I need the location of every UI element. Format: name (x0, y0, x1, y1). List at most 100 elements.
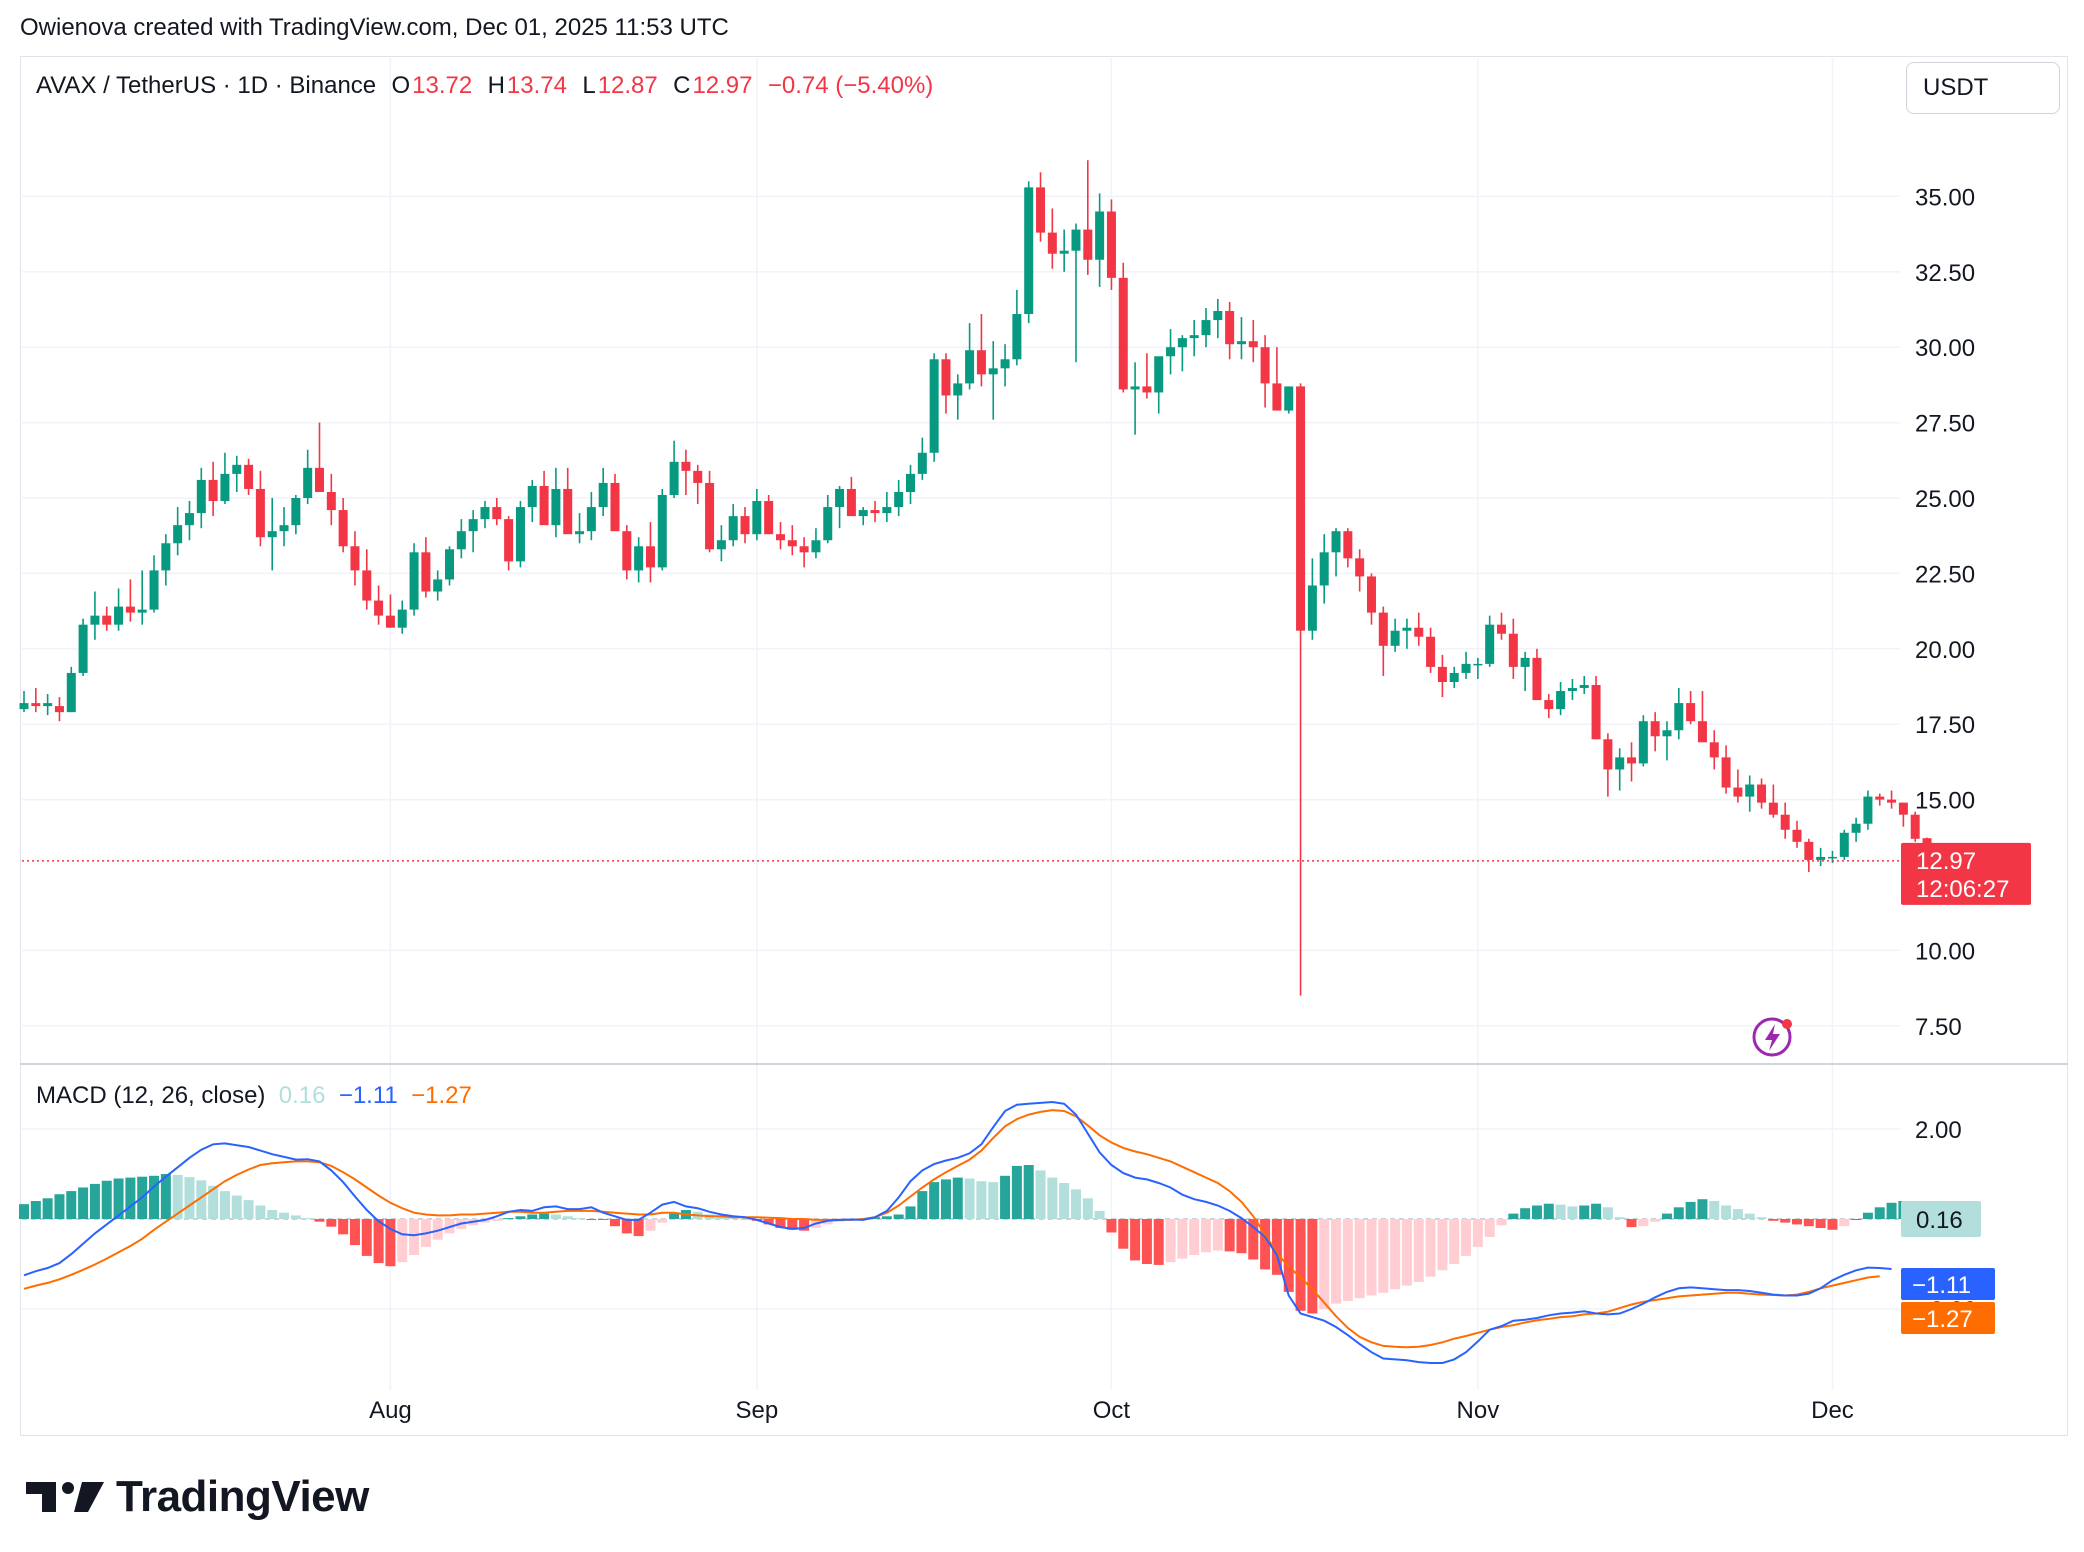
candle-body (870, 510, 880, 514)
macd-histogram-bar (539, 1213, 550, 1219)
macd-histogram-bar (1709, 1201, 1720, 1219)
macd-histogram-bar (208, 1185, 219, 1219)
macd-histogram-bar (1378, 1219, 1389, 1293)
notification-dot (1782, 1019, 1792, 1029)
macd-histogram-bar (893, 1214, 904, 1219)
macd-histogram-bar (1094, 1210, 1105, 1219)
candle-body (563, 488, 573, 535)
macd-histogram-bar (314, 1219, 325, 1222)
macd-histogram-bar (1401, 1219, 1412, 1286)
macd-line (23, 1100, 1892, 1364)
x-tick-label: Dec (1811, 1397, 1854, 1424)
candle-body (929, 359, 939, 453)
candle-body (114, 606, 124, 625)
macd-histogram-bar (1780, 1219, 1791, 1223)
price-tick-label: 25.00 (1915, 486, 1975, 513)
candle-body (397, 609, 407, 628)
open-label: O (391, 72, 411, 99)
macd-histogram-bar (1614, 1217, 1625, 1219)
macd-histogram-bar (219, 1191, 230, 1219)
macd-histogram-bar (1768, 1219, 1779, 1221)
candle-body (1248, 341, 1258, 348)
tradingview-logo-icon (26, 1482, 104, 1512)
tradingview-logo[interactable]: TradingView (24, 1472, 369, 1522)
candle-body (421, 552, 431, 592)
candle-body (433, 579, 443, 592)
candle-body (1662, 730, 1672, 737)
candle-body (1390, 630, 1400, 646)
macd-histogram-bar (740, 1219, 751, 1220)
macd-histogram-bar (1023, 1165, 1034, 1219)
candle-body (1366, 576, 1376, 613)
macd-histogram-bar (1224, 1219, 1235, 1252)
macd-hist-tag-value: 0.16 (1916, 1207, 1963, 1234)
candle-body (1000, 359, 1010, 369)
candle-body (1024, 187, 1034, 315)
candle-body (456, 531, 466, 550)
macd-hist-tag (1901, 1201, 1981, 1237)
candle-body (338, 510, 348, 547)
candle-body (941, 359, 951, 396)
macd-histogram-bar (302, 1218, 313, 1220)
high-label: H (487, 72, 505, 99)
candle-body (1910, 814, 1920, 839)
macd-histogram-bar (1354, 1219, 1365, 1299)
candle-body (326, 491, 336, 511)
candle-body (1768, 802, 1778, 815)
candle-body (846, 488, 856, 517)
macd-histogram-bar (231, 1195, 242, 1219)
macd-histogram-bar (598, 1219, 609, 1220)
candle-body (1201, 320, 1211, 336)
macd-histogram-bar (586, 1219, 597, 1220)
macd-histogram-bar (787, 1219, 798, 1230)
candle-body (681, 461, 691, 471)
macd-histogram-bar (1839, 1219, 1850, 1227)
candle-body (1745, 784, 1755, 797)
macd-histogram-bar (1177, 1219, 1188, 1259)
candle-body (527, 485, 537, 508)
candle-body (19, 703, 29, 710)
candle-body (1284, 386, 1294, 411)
currency-button[interactable]: USDT (1906, 62, 2060, 114)
macd-hist-value: 0.16 (278, 1082, 326, 1109)
candle-body (1674, 703, 1684, 731)
candle-body (1189, 335, 1199, 339)
price-tick-label: 20.00 (1915, 637, 1975, 664)
macd-histogram-bar (1579, 1205, 1590, 1219)
candle-body (1520, 657, 1530, 667)
macd-histogram-bar (1390, 1219, 1401, 1290)
macd-line-value: −1.11 (338, 1082, 398, 1109)
macd-histogram-bar (917, 1191, 928, 1219)
candle-body (551, 488, 561, 526)
candle-body (515, 507, 525, 562)
macd-histogram-bar (1201, 1219, 1211, 1253)
x-tick-label: Sep (735, 1397, 778, 1424)
macd-histogram-bar (255, 1205, 266, 1219)
candle-body (693, 470, 703, 483)
candle-body (1059, 250, 1069, 254)
macd-histogram-bar (66, 1191, 77, 1219)
candle-body (1106, 211, 1116, 278)
candle-body (1449, 672, 1459, 682)
candle-body (1331, 531, 1341, 553)
candle-body (374, 600, 384, 616)
macd-histogram-bar (1366, 1219, 1377, 1296)
candle-body (1402, 627, 1412, 631)
macd-histogram-bar (1543, 1203, 1554, 1219)
candle-body (90, 615, 100, 625)
candle-body (1579, 685, 1589, 689)
macd-histogram-bar (397, 1219, 408, 1263)
macd-line-tag-value: −1.11 (1912, 1272, 1971, 1299)
candle-body (1887, 799, 1897, 803)
macd-histogram-bar (326, 1219, 337, 1227)
price-tick-label: 7.50 (1915, 1014, 1962, 1041)
macd-histogram-bar (1070, 1189, 1081, 1219)
macd-histogram-bar (1319, 1219, 1330, 1309)
macd-histogram-bar (1531, 1205, 1542, 1219)
candle-body (894, 491, 904, 508)
candle-body (1875, 796, 1885, 800)
candle-body (1556, 691, 1566, 710)
candle-body (267, 531, 277, 538)
macd-histogram-bar (1815, 1219, 1826, 1228)
